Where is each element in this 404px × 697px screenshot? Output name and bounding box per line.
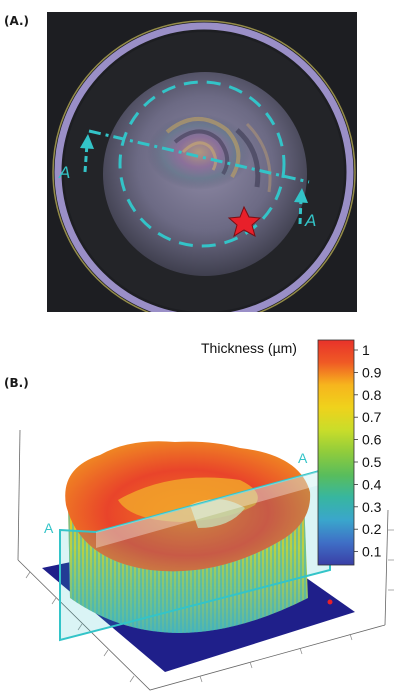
microscope-photo: A A <box>47 12 357 312</box>
colorbar-tick-label: 0.1 <box>362 544 382 560</box>
marker-dot <box>327 599 333 605</box>
section-arrow-left <box>80 134 94 173</box>
colorbar-tick-label: 0.5 <box>362 454 382 470</box>
colorbar-tick-label: 0.6 <box>362 432 382 448</box>
colorbar-tick-label: 0.3 <box>362 499 382 515</box>
colorbar-tick-label: 0.9 <box>362 364 382 380</box>
section-mark-b-right: A <box>298 450 308 466</box>
colorbar-tick-label: 0.2 <box>362 521 382 537</box>
section-mark-a-right: A <box>304 211 316 230</box>
outer-ring <box>54 22 354 312</box>
section-mark-a-left: A <box>58 163 70 182</box>
section-mark-b-left: A <box>44 520 54 536</box>
dashed-circle <box>118 80 286 248</box>
panel-b-label: (B.) <box>4 376 29 390</box>
panel-a-label: (A.) <box>4 14 30 28</box>
thickness-3d-plot: A A 1 0.9 0.8 0.7 0.6 0.5 0.4 0.3 0.2 0.1 <box>17 339 394 691</box>
star-icon <box>227 205 262 238</box>
colorbar-tick-label: 0.4 <box>362 476 382 492</box>
colorbar-title: Thickness (µm) <box>201 340 297 356</box>
axes-box <box>17 429 394 691</box>
interference-fringes <box>147 114 272 193</box>
colorbar-tick-label: 0.7 <box>362 409 382 425</box>
colorbar: 1 0.9 0.8 0.7 0.6 0.5 0.4 0.3 0.2 0.1 <box>317 339 382 566</box>
colorbar-tick-label: 1 <box>362 342 370 358</box>
section-arrow-right <box>294 188 308 225</box>
colorbar-tick-label: 0.8 <box>362 387 382 403</box>
